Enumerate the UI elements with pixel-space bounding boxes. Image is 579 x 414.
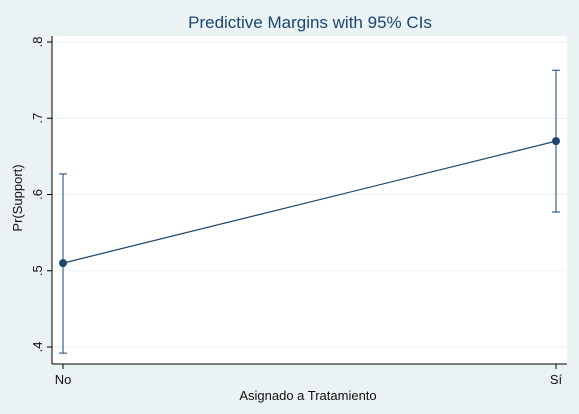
y-tick-label-3: .7 <box>30 113 45 124</box>
x-tick-label-1: Sí <box>550 372 563 387</box>
x-axis-label: Asignado a Tratamiento <box>239 388 376 403</box>
data-point-1 <box>552 137 560 146</box>
data-point-0 <box>59 259 67 268</box>
y-tick-label-0: .4 <box>30 342 45 353</box>
y-tick-labels: .4 .5 .6 .7 .8 <box>30 37 45 353</box>
series-points <box>59 137 560 268</box>
y-axis-label: Pr(Support) <box>10 164 25 231</box>
axes <box>47 36 567 369</box>
y-tick-label-2: .6 <box>30 189 45 200</box>
x-tick-labels: No Sí <box>55 372 563 387</box>
chart-title: Predictive Margins with 95% CIs <box>188 13 432 32</box>
grid-lines <box>52 41 567 348</box>
x-tick-label-0: No <box>55 372 72 387</box>
y-tick-label-4: .8 <box>30 37 45 48</box>
plot-area <box>52 36 567 364</box>
y-tick-label-1: .5 <box>30 265 45 276</box>
series-line-0 <box>62 140 557 264</box>
series-lines <box>62 140 557 264</box>
